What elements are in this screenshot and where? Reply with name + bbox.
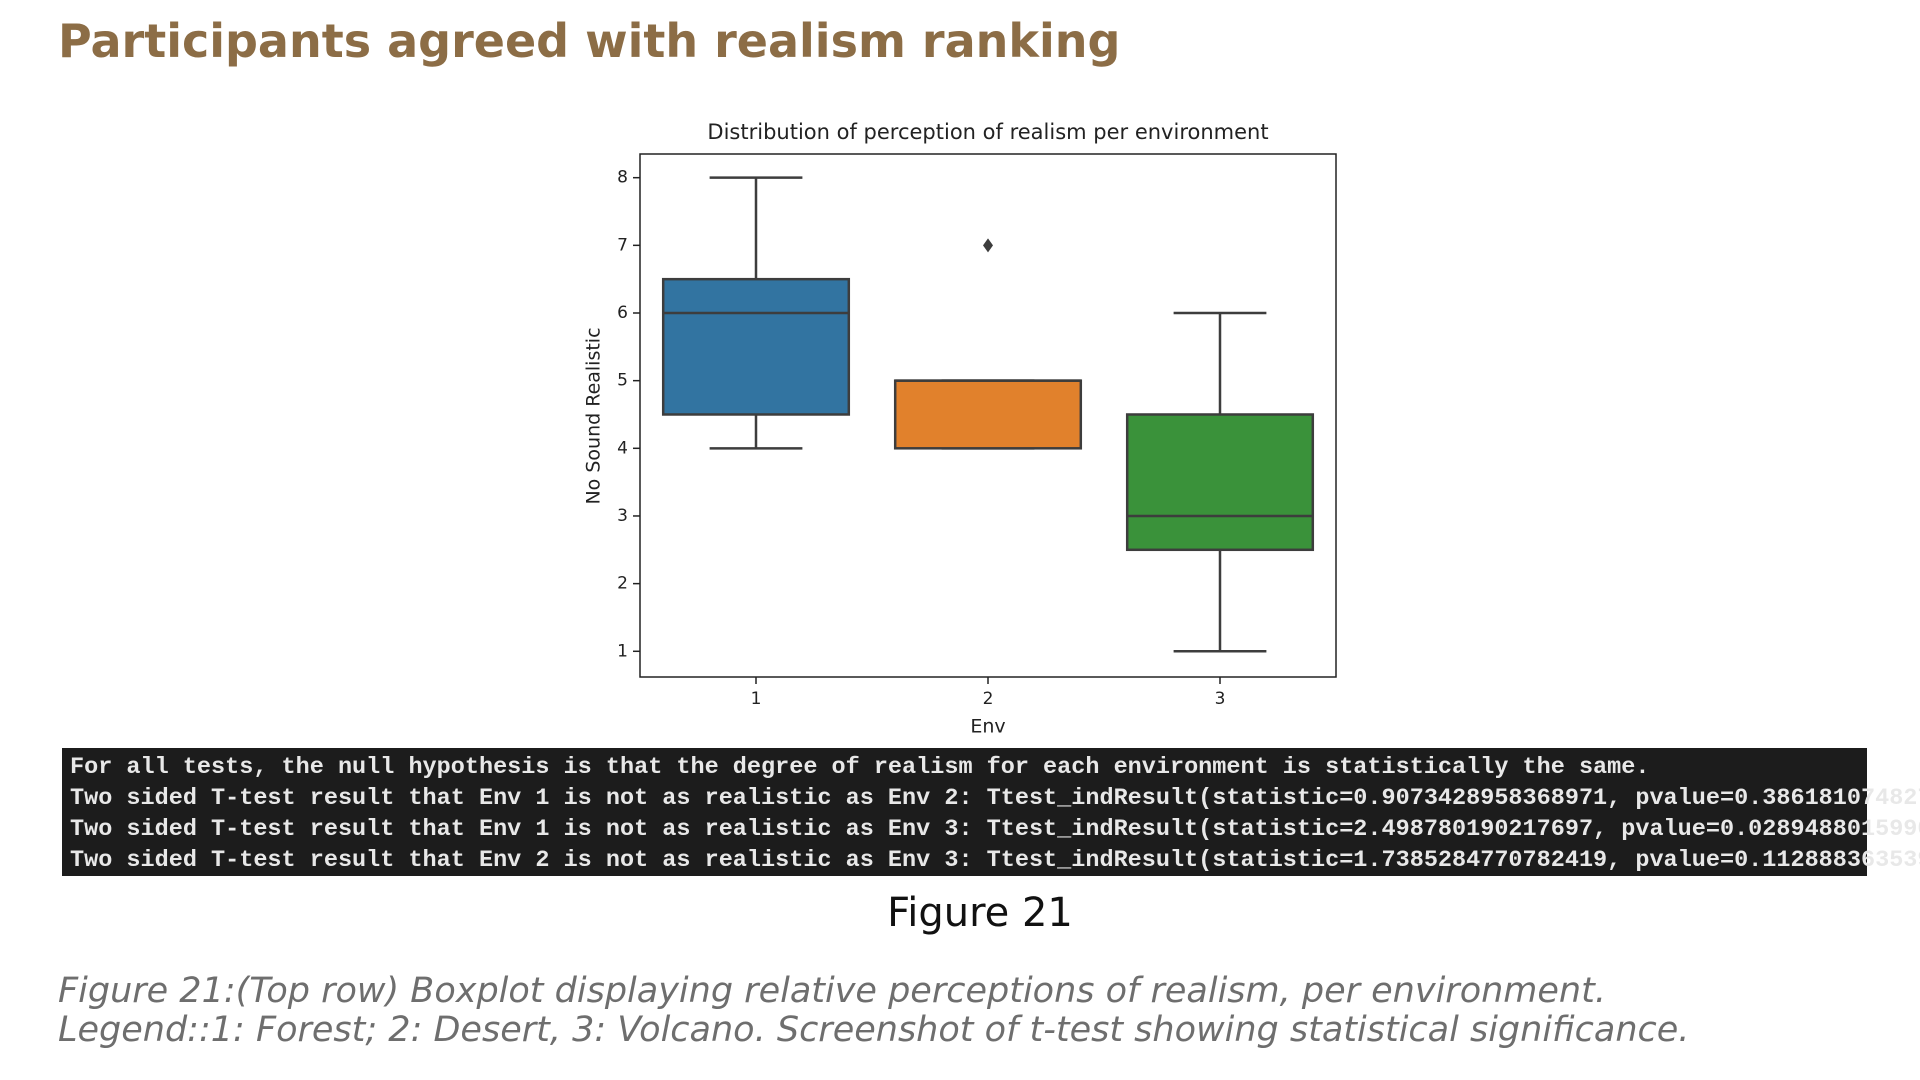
x-tick-label: 2 [983,689,994,709]
y-tick-label: 1 [617,641,628,661]
y-tick-label: 3 [617,506,628,526]
y-axis-label: No Sound Realistic [583,327,605,504]
box [661,277,851,416]
y-tick-label: 5 [617,371,628,391]
figure-caption: Figure 21:(Top row) Boxplot displaying r… [58,972,1689,1050]
y-tick-label: 6 [617,303,628,323]
y-tick-label: 2 [617,574,628,594]
box [893,379,1083,450]
console-line: For all tests, the null hypothesis is th… [70,754,1650,781]
slide-title: Participants agreed with realism ranking [58,14,1121,68]
y-tick-label: 4 [617,438,628,458]
x-axis-label: Env [970,716,1005,738]
figure-label: Figure 21 [887,890,1073,936]
chart-title: Distribution of perception of realism pe… [707,120,1268,144]
console-line: Two sided T-test result that Env 1 is no… [70,785,1920,812]
box [1125,413,1315,552]
console-line: Two sided T-test result that Env 1 is no… [70,816,1920,843]
x-tick-label: 1 [751,689,762,709]
y-tick-label: 8 [617,168,628,188]
caption-line: Legend::1: Forest; 2: Desert, 3: Volcano… [58,1010,1690,1050]
console-output: For all tests, the null hypothesis is th… [62,748,1920,876]
console-line: Two sided T-test result that Env 2 is no… [70,847,1920,874]
x-tick-label: 3 [1215,689,1226,709]
caption-line: Figure 21:(Top row) Boxplot displaying r… [58,971,1606,1011]
chart: Distribution of perception of realism pe… [583,120,1337,738]
y-tick-label: 7 [617,235,628,255]
outlier [983,238,993,253]
